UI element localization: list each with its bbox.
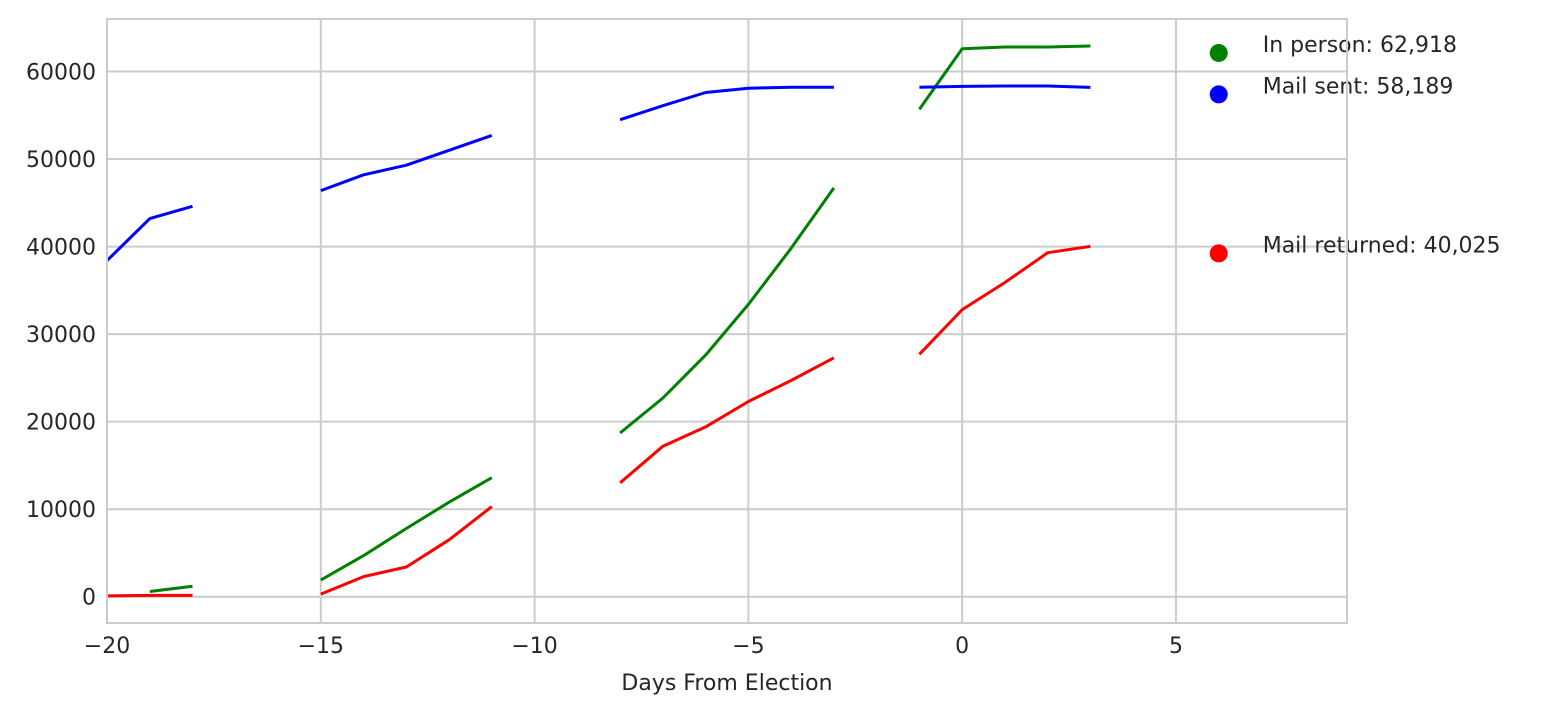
x-tick-label: 0 xyxy=(955,634,969,659)
legend-marker-in_person xyxy=(1209,43,1228,62)
y-tick-label: 20000 xyxy=(26,411,96,436)
plot-frame xyxy=(106,18,1348,624)
y-tick-label: 50000 xyxy=(26,148,96,173)
x-tick-label: −10 xyxy=(511,634,557,659)
x-tick-label: 5 xyxy=(1169,634,1183,659)
series-line-mail_sent xyxy=(919,84,1091,89)
legend-marker-mail_sent xyxy=(1209,85,1228,104)
legend: In person: 62,918 Mail sent: 58,189 Mail r… xyxy=(1209,33,1501,263)
series-line-mail_sent xyxy=(320,133,493,193)
y-tick-label: 10000 xyxy=(26,498,96,523)
y-tick-label: 60000 xyxy=(26,61,96,86)
x-tick-label: −15 xyxy=(298,634,344,659)
x-tick-labels: −20 −15 −10 −5 0 5 xyxy=(84,634,1183,659)
y-tick-labels: 0 10000 20000 30000 40000 50000 60000 xyxy=(26,61,96,611)
x-tick-label: −20 xyxy=(84,634,130,659)
series-layer xyxy=(107,44,1091,598)
legend-marker-mail_returned xyxy=(1209,244,1228,263)
grid xyxy=(106,19,1347,623)
x-tick-label: −5 xyxy=(732,634,764,659)
series-line-mail_returned xyxy=(107,593,193,598)
series-line-in_person xyxy=(619,187,836,435)
series-line-mail_returned xyxy=(619,356,835,485)
series-line-in_person xyxy=(918,44,1091,111)
legend-label-mail_returned: Mail returned: 40,025 xyxy=(1263,233,1501,258)
x-axis-label: Days From Election xyxy=(621,671,832,696)
y-tick-label: 0 xyxy=(82,586,96,611)
series-line-in_person xyxy=(149,584,193,593)
series-line-mail_returned xyxy=(320,505,493,596)
series-line-in_person xyxy=(320,476,493,582)
y-tick-label: 30000 xyxy=(26,323,96,348)
legend-label-in_person: In person: 62,918 xyxy=(1263,33,1457,58)
y-tick-label: 40000 xyxy=(26,236,96,261)
series-line-mail_sent xyxy=(619,85,834,122)
series-line-mail_returned xyxy=(918,244,1091,356)
legend-label-mail_sent: Mail sent: 58,189 xyxy=(1263,74,1454,99)
series-line-mail_sent xyxy=(107,204,193,262)
